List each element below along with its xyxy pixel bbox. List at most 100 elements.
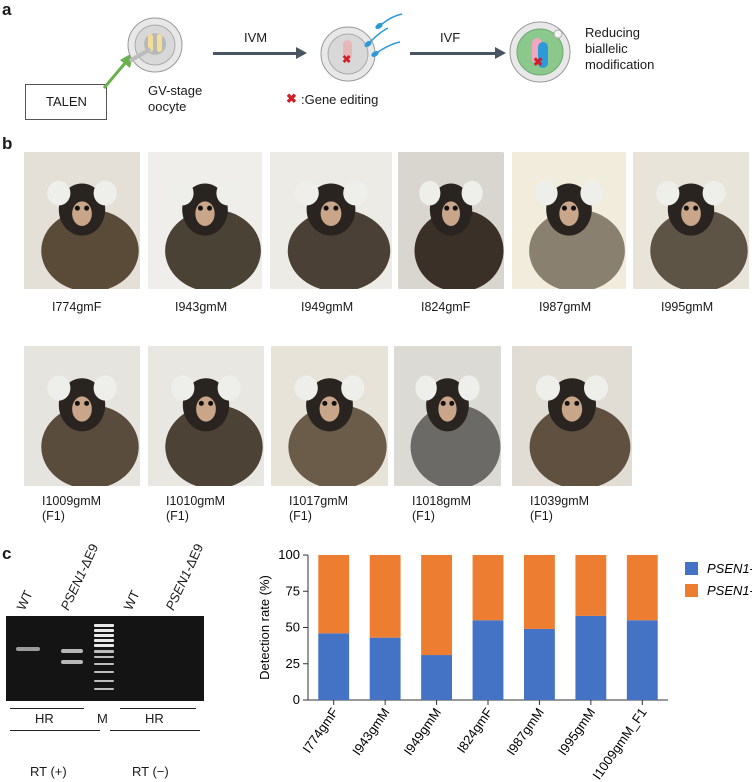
marmoset-image xyxy=(165,180,261,289)
marmoset-image xyxy=(41,180,139,289)
hr2-label: HR xyxy=(145,711,164,726)
panel-label-c: c xyxy=(2,544,12,563)
marker-label: M xyxy=(97,711,108,726)
y-tick-label: 0 xyxy=(293,692,300,707)
rt-minus-line xyxy=(110,730,200,731)
ivf-label: IVF xyxy=(440,30,461,45)
photo-i943gmm xyxy=(148,152,262,289)
result-label-3: modification xyxy=(585,57,655,72)
photo-caption-i774gmf: I774gmF xyxy=(52,300,102,314)
ladder-band xyxy=(94,639,114,642)
marmoset-image xyxy=(529,375,631,486)
band-psen1-lower xyxy=(61,660,83,664)
photo-i1039gmm xyxy=(512,346,632,486)
bar-wt-i824gmf xyxy=(472,620,504,700)
y-tick-label: 100 xyxy=(278,547,300,562)
photo-caption-i995gmm: I995gmM xyxy=(661,300,714,314)
photo-i995gmm xyxy=(633,152,749,289)
detection-rate-chart: Detection rate (%) 0 25 50 75 100 I774gmF I943g… xyxy=(257,547,752,782)
bar-de9-i824gmf xyxy=(472,555,504,621)
photo-i774gmf xyxy=(24,152,140,289)
ladder-band xyxy=(94,624,114,627)
x-tick-label: I943gmM xyxy=(349,705,392,758)
ivf-arrow xyxy=(410,47,506,59)
gene-editing-label: :Gene editing xyxy=(301,92,379,107)
hr2-line xyxy=(120,708,196,709)
y-axis-label: Detection rate (%) xyxy=(257,575,272,680)
lane-label-wt: WT xyxy=(13,587,36,613)
photo-caption-i1009gmm: I1009gmM (F1) xyxy=(42,494,102,523)
photo-caption-i1017gmm: I1017gmM (F1) xyxy=(289,494,349,523)
band-wt xyxy=(16,647,40,651)
rt-plus-label: RT (+) xyxy=(30,764,67,779)
marmoset-image xyxy=(529,180,625,289)
lane-label-psen1: PSEN1-ΔE9 xyxy=(57,541,102,613)
photo-caption-i1018gmm: I1018gmM (F1) xyxy=(412,494,472,523)
legend-swatch xyxy=(685,584,698,597)
lane-label-wt-2: WT xyxy=(120,587,143,613)
x-tick-label: I1009gmM_F1 xyxy=(589,705,649,782)
ladder-band xyxy=(94,629,114,632)
photo-i1009gmm xyxy=(24,346,140,486)
talen-box: TALEN xyxy=(25,84,107,120)
legend-swatch xyxy=(685,562,698,575)
photo-i987gmm xyxy=(512,152,626,289)
panel-label-b: b xyxy=(2,134,13,153)
legend-label-de9: PSEN1-ΔE9 xyxy=(707,583,752,598)
bar-de9-i943gmm xyxy=(369,555,401,638)
marmoset-image xyxy=(650,180,748,289)
photo-i1018gmm xyxy=(394,346,501,486)
ivm-arrow xyxy=(213,47,307,59)
fertilized-oocyte-icon: ✖ xyxy=(509,21,571,83)
marmoset-image xyxy=(288,375,387,486)
bar-wt-i1009gmm_f1 xyxy=(626,620,658,700)
photo-i1017gmm xyxy=(271,346,388,486)
hr1-line xyxy=(10,708,84,709)
bar-de9-i1009gmm_f1 xyxy=(626,555,658,621)
ladder-band xyxy=(94,644,114,647)
ladder-band xyxy=(94,688,114,690)
ivm-label: IVM xyxy=(244,30,268,45)
bar-wt-i943gmm xyxy=(369,637,401,700)
ladder-band xyxy=(94,656,114,658)
y-tick-label: 50 xyxy=(286,620,300,635)
photo-caption-i987gmm: I987gmM xyxy=(539,300,592,314)
rt-minus-label: RT (−) xyxy=(132,764,169,779)
bar-wt-i949gmm xyxy=(421,655,452,700)
svg-text:✖: ✖ xyxy=(342,54,351,66)
photo-caption-i824gmf: I824gmF xyxy=(421,300,471,314)
result-label-2: biallelic xyxy=(585,41,628,56)
y-tick-label: 75 xyxy=(286,583,300,598)
band-psen1-upper xyxy=(61,649,83,653)
ladder-band xyxy=(94,671,114,673)
svg-text:✖: ✖ xyxy=(533,55,543,69)
bar-wt-i774gmf xyxy=(318,633,350,700)
ladder-band xyxy=(94,650,114,653)
photo-caption-i1010gmm: I1010gmM (F1) xyxy=(166,494,226,523)
lane-label-psen1-2: PSEN1-ΔE9 xyxy=(162,541,207,613)
marmoset-image xyxy=(165,375,263,486)
marmoset-image xyxy=(410,375,501,486)
gv-stage-label: GV-stage xyxy=(148,83,203,98)
photo-i824gmf xyxy=(398,152,504,289)
bar-wt-i987gmm xyxy=(524,628,555,700)
photo-caption-i943gmm: I943gmM xyxy=(175,300,228,314)
x-tick-label: I949gmM xyxy=(401,705,444,758)
y-tick-label: 25 xyxy=(286,656,300,671)
ladder-band xyxy=(94,663,114,665)
photo-i949gmm xyxy=(270,152,392,289)
marmoset-image xyxy=(414,180,504,289)
ladder-lane xyxy=(94,620,114,696)
gv-oocyte-icon xyxy=(127,17,183,73)
x-tick-label: I995gmM xyxy=(555,705,598,758)
gene-editing-mark: ✖ xyxy=(286,91,297,106)
x-tick-label: I824gmF xyxy=(454,705,496,756)
talen-label: TALEN xyxy=(46,94,87,109)
result-label-1: Reducing xyxy=(585,25,640,40)
oocyte-label: oocyte xyxy=(148,99,187,114)
marmoset-image xyxy=(41,375,139,486)
bar-de9-i987gmm xyxy=(524,555,555,629)
panel-label-a: a xyxy=(2,0,12,19)
ladder-band xyxy=(94,680,114,682)
x-tick-label: I774gmF xyxy=(299,705,341,756)
